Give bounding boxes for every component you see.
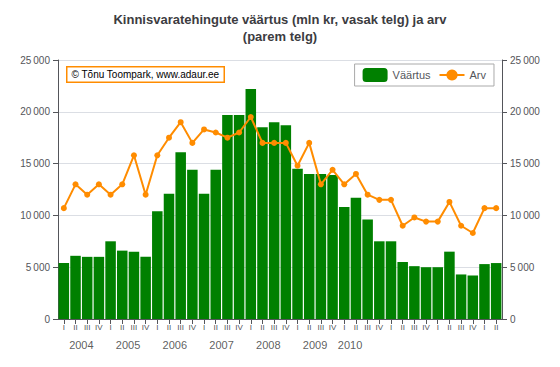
svg-text:IV: IV: [329, 323, 337, 332]
svg-text:IV: IV: [95, 323, 103, 332]
svg-text:2005: 2005: [116, 339, 140, 351]
svg-text:I: I: [63, 323, 65, 332]
svg-text:II: II: [354, 323, 358, 332]
svg-text:II: II: [120, 323, 124, 332]
svg-text:IV: IV: [282, 323, 290, 332]
svg-text:II: II: [260, 323, 264, 332]
svg-text:II: II: [447, 323, 451, 332]
svg-text:I: I: [343, 323, 345, 332]
svg-text:2009: 2009: [303, 339, 327, 351]
svg-text:III: III: [177, 323, 184, 332]
svg-text:IV: IV: [235, 323, 243, 332]
svg-text:IV: IV: [189, 323, 197, 332]
svg-text:II: II: [400, 323, 404, 332]
svg-text:IV: IV: [422, 323, 430, 332]
svg-text:(parem telg): (parem telg): [243, 29, 317, 44]
svg-text:I: I: [483, 323, 485, 332]
svg-text:III: III: [84, 323, 91, 332]
svg-text:2010: 2010: [338, 339, 362, 351]
svg-text:II: II: [307, 323, 311, 332]
svg-text:2007: 2007: [209, 339, 233, 351]
svg-text:20 000: 20 000: [510, 106, 540, 117]
svg-text:25 000: 25 000: [510, 55, 540, 66]
svg-text:IV: IV: [376, 323, 384, 332]
svg-text:IV: IV: [469, 323, 477, 332]
svg-text:II: II: [167, 323, 171, 332]
svg-text:III: III: [364, 323, 371, 332]
svg-text:2006: 2006: [163, 339, 187, 351]
svg-text:III: III: [458, 323, 465, 332]
svg-text:II: II: [73, 323, 77, 332]
svg-text:III: III: [411, 323, 418, 332]
svg-text:10 000: 10 000: [20, 210, 50, 221]
svg-text:0: 0: [44, 314, 50, 325]
svg-text:Väärtus: Väärtus: [393, 69, 431, 81]
svg-text:III: III: [131, 323, 138, 332]
svg-text:2004: 2004: [69, 339, 93, 351]
svg-text:I: I: [203, 323, 205, 332]
svg-text:2008: 2008: [256, 339, 280, 351]
svg-text:I: I: [156, 323, 158, 332]
svg-text:15 000: 15 000: [20, 158, 50, 169]
svg-text:5 000: 5 000: [26, 262, 51, 273]
svg-text:I: I: [390, 323, 392, 332]
svg-text:Arv: Arv: [470, 69, 487, 81]
svg-text:I: I: [296, 323, 298, 332]
svg-text:III: III: [318, 323, 325, 332]
svg-text:15 000: 15 000: [510, 158, 540, 169]
svg-text:II: II: [494, 323, 498, 332]
svg-text:I: I: [109, 323, 111, 332]
svg-text:IV: IV: [142, 323, 150, 332]
svg-text:III: III: [271, 323, 278, 332]
svg-text:5 000: 5 000: [510, 262, 535, 273]
svg-text:III: III: [224, 323, 231, 332]
svg-text:II: II: [214, 323, 218, 332]
svg-text:20 000: 20 000: [20, 106, 50, 117]
svg-text:© Tõnu Toompark, www.adaur.ee: © Tõnu Toompark, www.adaur.ee: [72, 69, 220, 80]
svg-text:I: I: [437, 323, 439, 332]
svg-text:0: 0: [510, 314, 516, 325]
svg-text:Kinnisvaratehingute väärtus (m: Kinnisvaratehingute väärtus (mln kr, vas…: [113, 12, 447, 27]
svg-text:25 000: 25 000: [20, 55, 50, 66]
svg-text:I: I: [250, 323, 252, 332]
svg-text:10 000: 10 000: [510, 210, 540, 221]
